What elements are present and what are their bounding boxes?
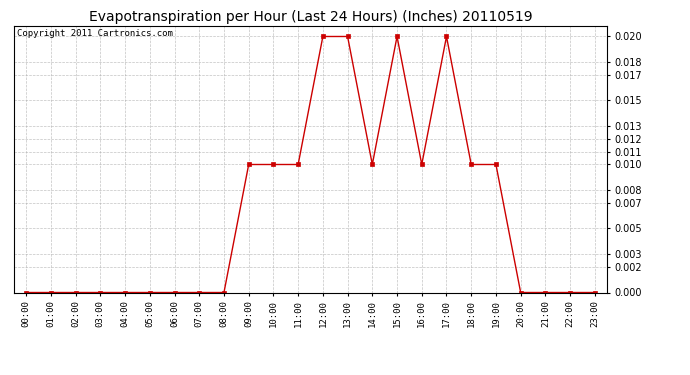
Text: Copyright 2011 Cartronics.com: Copyright 2011 Cartronics.com xyxy=(17,29,172,38)
Title: Evapotranspiration per Hour (Last 24 Hours) (Inches) 20110519: Evapotranspiration per Hour (Last 24 Hou… xyxy=(89,10,532,24)
